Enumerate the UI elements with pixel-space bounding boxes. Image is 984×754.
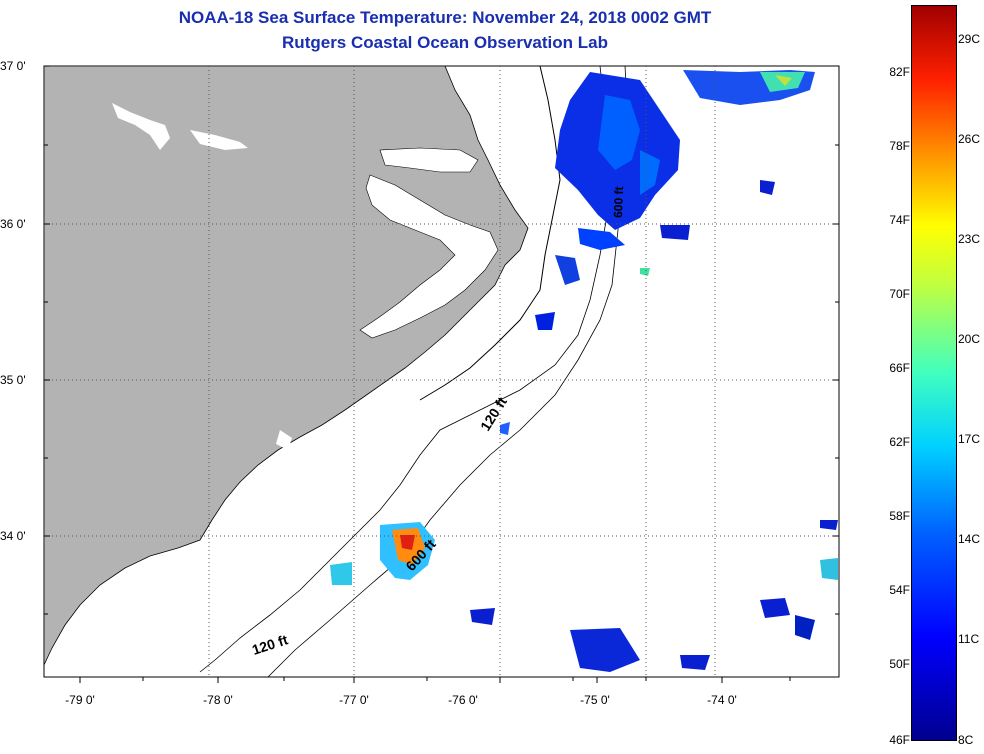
- colorbar-f-82: 82F: [889, 65, 910, 79]
- lat-label-35: 35 0': [0, 373, 26, 387]
- colorbar-f-62: 62F: [889, 435, 910, 449]
- lat-label-36: 36 0': [0, 217, 26, 231]
- lat-label-34: 34 0': [0, 529, 26, 543]
- lon-label-76: -76 0': [448, 693, 478, 707]
- lon-label-77: -77 0': [339, 693, 369, 707]
- colorbar-c-17: 17C: [958, 432, 981, 446]
- colorbar-c-23: 23C: [958, 232, 981, 246]
- colorbar-c-29: 29C: [958, 32, 981, 46]
- sound-inlet-3: [276, 430, 292, 450]
- axis-ticks: [44, 65, 839, 683]
- colorbar-f-58: 58F: [889, 509, 910, 523]
- contour-120ft: [199, 65, 613, 673]
- outer-banks: [419, 65, 561, 401]
- colorbar-f-78: 78F: [889, 139, 910, 153]
- lon-label-78: -78 0': [203, 693, 233, 707]
- river-inlet-2: [190, 130, 248, 150]
- colorbar-f-54: 54F: [889, 583, 910, 597]
- colorbar-f-70: 70F: [889, 287, 910, 301]
- contour-label-600ft-north: 600 ft: [611, 186, 626, 218]
- lon-label-74: -74 0': [707, 693, 737, 707]
- colorbar-c-14: 14C: [958, 532, 981, 546]
- sst-patches: [330, 70, 838, 672]
- colorbar-f-46: 46F: [889, 733, 910, 747]
- lon-label-75: -75 0': [580, 693, 610, 707]
- graticule: [44, 66, 839, 677]
- map-title: NOAA-18 Sea Surface Temperature: Novembe…: [178, 8, 712, 27]
- albemarle-sound: [379, 147, 479, 173]
- lat-label-37: 37 0': [0, 59, 26, 73]
- colorbar-f-66: 66F: [889, 361, 910, 375]
- colorbar-c-20: 20C: [958, 332, 981, 346]
- colorbar-c-8: 8C: [958, 733, 974, 747]
- colorbar-f-74: 74F: [889, 213, 910, 227]
- pamlico-sound: [359, 174, 499, 339]
- colorbar-c-26: 26C: [958, 132, 981, 146]
- lon-label-79: -79 0': [65, 693, 95, 707]
- colorbar-f-50: 50F: [889, 657, 910, 671]
- colorbar-c-11: 11C: [958, 632, 980, 646]
- map-subtitle: Rutgers Coastal Ocean Observation Lab: [282, 33, 608, 52]
- temperature-colorbar: [911, 5, 957, 741]
- river-inlet: [112, 103, 170, 150]
